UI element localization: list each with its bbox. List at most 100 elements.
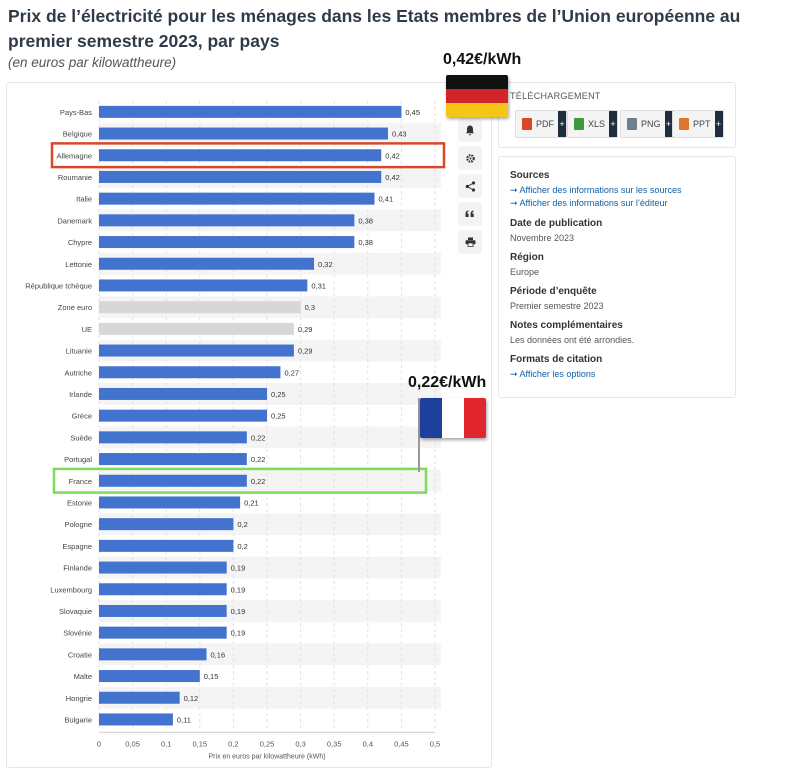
category-label: Autriche	[64, 368, 92, 377]
category-label: France	[69, 477, 92, 486]
plus-icon: +	[714, 111, 723, 137]
bar	[99, 344, 294, 357]
x-tick-label: 0,05	[125, 739, 140, 748]
sources-link[interactable]: ➞ Afficher des informations sur les sour…	[510, 185, 682, 195]
bar	[99, 170, 382, 183]
data-label: 0,45	[405, 108, 420, 117]
download-pdf-button[interactable]: PDF +	[515, 110, 567, 138]
flag-pole	[418, 398, 420, 472]
plus-icon: +	[609, 111, 618, 137]
bar	[99, 626, 227, 639]
data-label: 0,21	[244, 498, 259, 507]
data-label: 0,42	[385, 151, 400, 160]
data-label: 0,22	[251, 477, 266, 486]
bar	[99, 322, 294, 335]
data-label: 0,41	[379, 195, 394, 204]
chart-subtitle: (en euros par kilowattheure)	[8, 55, 177, 70]
ppt-file-icon	[679, 118, 689, 130]
region-value: Europe	[510, 267, 540, 277]
category-label: Danemark	[57, 216, 92, 225]
bell-icon[interactable]	[458, 118, 482, 142]
category-label: République tchèque	[25, 281, 92, 290]
category-label: Lettonie	[65, 260, 92, 269]
x-tick-label: 0,15	[192, 739, 207, 748]
bar	[99, 496, 241, 509]
data-label: 0,32	[318, 260, 333, 269]
bar	[99, 127, 388, 140]
gear-icon[interactable]	[458, 146, 482, 170]
bar	[99, 301, 301, 314]
citation-heading: Formats de citation	[510, 354, 603, 365]
data-label: 0,19	[231, 629, 246, 638]
category-label: Belgique	[63, 130, 92, 139]
data-label: 0,43	[392, 130, 407, 139]
category-label: Luxembourg	[50, 585, 92, 594]
germany-price-annotation: 0,42€/kWh	[443, 51, 522, 68]
category-label: Bulgarie	[64, 715, 92, 724]
download-png-button[interactable]: PNG +	[620, 110, 674, 138]
bar	[99, 691, 180, 704]
data-label: 0,22	[251, 455, 266, 464]
plus-icon: +	[558, 111, 566, 137]
france-price-annotation: 0,22€/kWh	[408, 374, 487, 391]
data-label: 0,11	[177, 715, 191, 724]
category-label: Espagne	[62, 542, 92, 551]
category-label: Lituanie	[66, 347, 92, 356]
bar	[99, 366, 281, 379]
download-panel: TÉLÉCHARGEMENT PDF + XLS + PNG + PPT +	[498, 82, 736, 148]
data-label: 0,29	[298, 325, 313, 334]
germany-flag-icon	[446, 75, 508, 117]
x-tick-label: 0,5	[430, 739, 440, 748]
france-highlight-box	[52, 467, 428, 494]
bar	[99, 105, 402, 118]
category-label: Hongrie	[66, 694, 92, 703]
download-title: TÉLÉCHARGEMENT	[510, 91, 601, 101]
category-label: Grèce	[72, 412, 92, 421]
data-label: 0,27	[284, 368, 299, 377]
publication-heading: Date de publication	[510, 218, 603, 229]
quote-icon[interactable]	[458, 202, 482, 226]
bar	[99, 561, 227, 574]
bar	[99, 670, 200, 683]
notes-value: Les données ont été arrondies.	[510, 335, 635, 345]
period-value: Premier semestre 2023	[510, 301, 604, 311]
bar	[99, 236, 355, 249]
print-icon[interactable]	[458, 230, 482, 254]
download-xls-label: XLS	[588, 119, 606, 129]
x-tick-label: 0,3	[295, 739, 305, 748]
plus-icon: +	[664, 111, 673, 137]
bar	[99, 279, 308, 292]
publisher-link[interactable]: ➞ Afficher des informations sur l’éditeu…	[510, 198, 668, 208]
category-label: Allemagne	[57, 151, 92, 160]
png-file-icon	[627, 118, 637, 130]
bar-chart: Pays-Bas 0,45 Belgique 0,43 Allemagne 0,42 Rou…	[25, 101, 446, 760]
bar	[99, 431, 247, 444]
download-ppt-label: PPT	[693, 119, 711, 129]
x-tick-label: 0,35	[327, 739, 342, 748]
bar	[99, 583, 227, 596]
download-xls-button[interactable]: XLS +	[567, 110, 619, 138]
data-label: 0,25	[271, 390, 286, 399]
data-label: 0,16	[211, 650, 226, 659]
category-label: Croatie	[68, 650, 92, 659]
category-label: Roumanie	[58, 173, 92, 182]
france-flag-icon	[420, 398, 486, 438]
share-icon[interactable]	[458, 174, 482, 198]
data-label: 0,31	[311, 281, 326, 290]
notes-heading: Notes complémentaires	[510, 320, 623, 331]
bar	[99, 474, 247, 487]
category-label: Pologne	[64, 520, 92, 529]
download-ppt-button[interactable]: PPT +	[672, 110, 724, 138]
citation-link[interactable]: ➞ Afficher les options	[510, 369, 596, 379]
category-label: Pays-Bas	[60, 108, 92, 117]
info-panel: Sources ➞ Afficher des informations sur …	[498, 156, 736, 398]
data-label: 0,15	[204, 672, 219, 681]
x-tick-label: 0,4	[363, 739, 373, 748]
category-label: Zone euro	[58, 303, 92, 312]
data-label: 0,2	[237, 520, 247, 529]
bar	[99, 192, 375, 205]
category-label: Irlande	[69, 390, 92, 399]
region-heading: Région	[510, 252, 544, 263]
data-label: 0,38	[358, 238, 373, 247]
bar	[99, 713, 173, 726]
